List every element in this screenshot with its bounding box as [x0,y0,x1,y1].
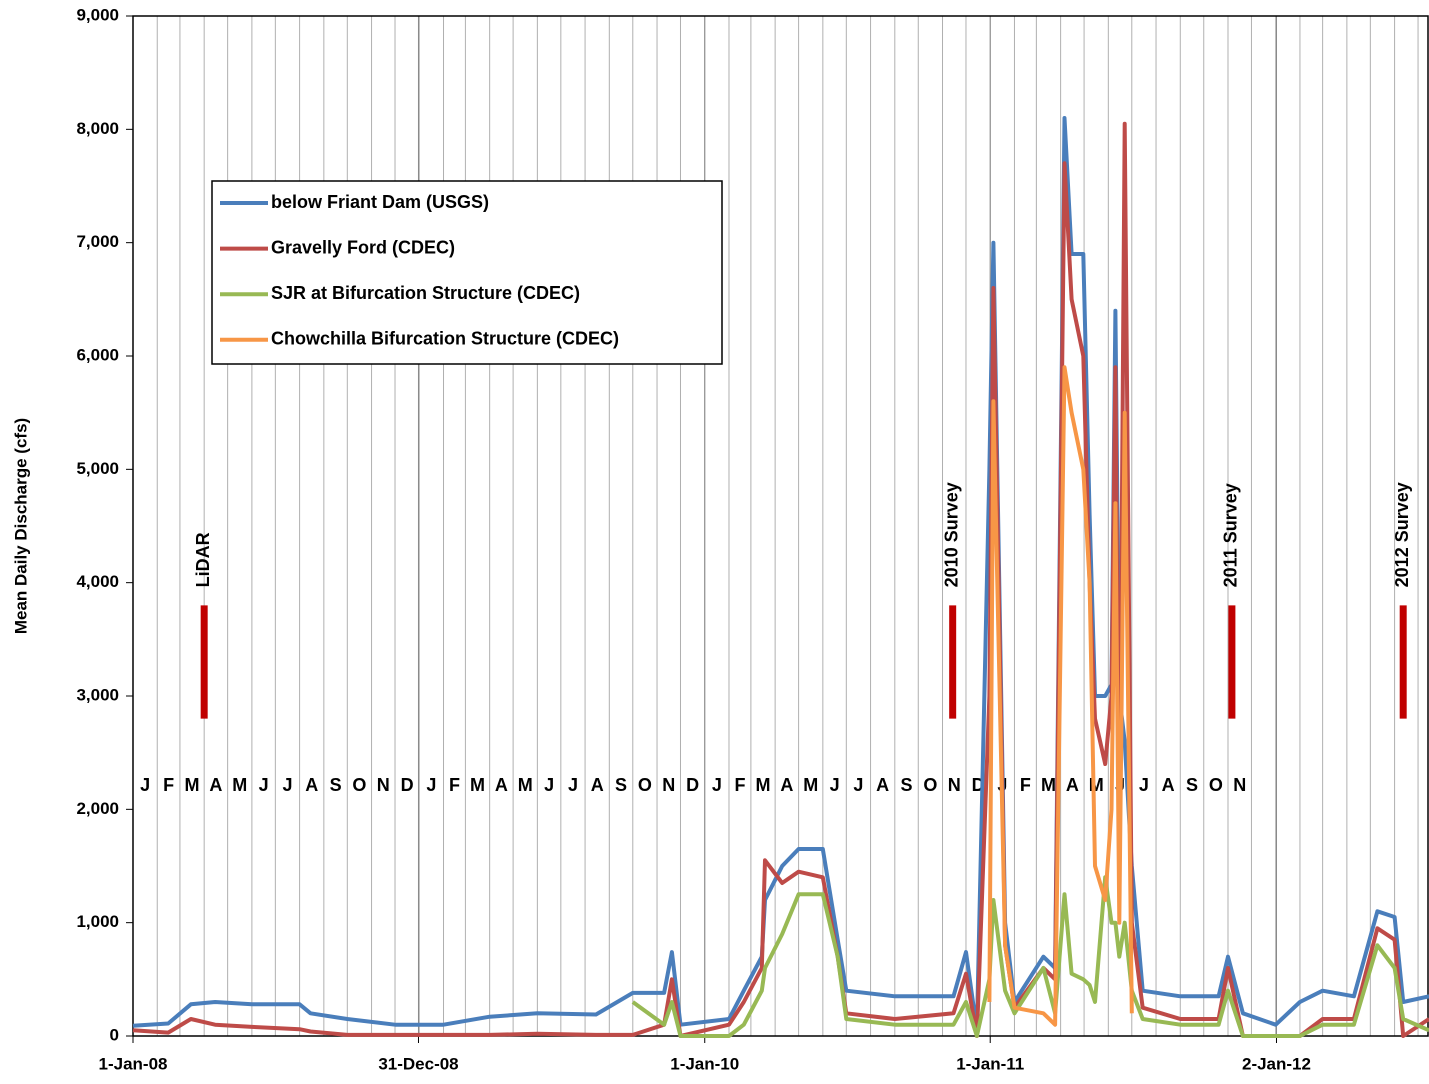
month-label: N [1233,775,1246,795]
month-label: J [1139,775,1149,795]
month-label: J [140,775,150,795]
month-label: A [305,775,318,795]
month-label: S [330,775,342,795]
series-line [132,121,1429,1038]
y-tick-label: 6,000 [76,345,119,364]
legend: below Friant Dam (USGS) Gravelly Ford (CD… [211,180,723,365]
month-label: F [734,775,745,795]
month-label: J [568,775,578,795]
y-tick-label: 5,000 [76,459,119,478]
legend-label: Chowchilla Bifurcation Structure (CDEC) [271,329,619,349]
month-label: M [518,775,533,795]
month-label: N [662,775,675,795]
legend-label: Gravelly Ford (CDEC) [271,237,455,257]
y-axis-label: Mean Daily Discharge (cfs) [11,418,30,634]
y-tick-label: 8,000 [76,119,119,138]
series-line [631,875,1429,1038]
y-tick-label: 1,000 [76,912,119,931]
month-label: A [591,775,604,795]
month-label: D [401,775,414,795]
y-tick-label: 3,000 [76,685,119,704]
x-tick-label: 1-Jan-10 [670,1054,739,1073]
month-label: M [1089,775,1104,795]
month-label: J [259,775,269,795]
month-label: J [282,775,292,795]
y-tick-label: 4,000 [76,572,119,591]
month-label: M [470,775,485,795]
month-label: O [352,775,366,795]
month-label: F [1020,775,1031,795]
event-label: 2012 Survey [1392,482,1412,587]
month-label: J [544,775,554,795]
y-tick-label: 7,000 [76,232,119,251]
month-label: M [185,775,200,795]
month-label: N [377,775,390,795]
x-tick-label: 2-Jan-12 [1242,1054,1311,1073]
month-label: M [232,775,247,795]
plot-frame [132,15,1429,1037]
legend-label: below Friant Dam (USGS) [271,192,489,212]
event-label: 2011 Survey [1221,483,1241,587]
month-label: F [449,775,460,795]
month-label: O [638,775,652,795]
month-label: A [495,775,508,795]
month-label: O [923,775,937,795]
month-label: N [948,775,961,795]
month-label: A [209,775,222,795]
month-label: J [830,775,840,795]
event-label: 2010 Survey [941,482,961,587]
x-tick-label: 1-Jan-11 [956,1054,1024,1073]
month-label: A [876,775,889,795]
legend-box [211,180,723,365]
x-tick-label: 31-Dec-08 [378,1054,458,1073]
month-label: J [712,775,722,795]
x-tick-label: 1-Jan-08 [99,1054,168,1073]
month-label: M [1041,775,1056,795]
month-label: M [756,775,771,795]
series-line [987,365,1134,1027]
y-tick-label: 2,000 [76,799,119,818]
series-line [132,116,1429,1033]
month-label: S [1186,775,1198,795]
y-tick-label: 9,000 [76,5,119,24]
month-label: D [686,775,699,795]
legend-label: SJR at Bifurcation Structure (CDEC) [271,283,580,303]
month-label: A [1066,775,1079,795]
event-label: LiDAR [193,532,213,587]
month-label: O [1209,775,1223,795]
month-label: S [615,775,627,795]
month-label: M [803,775,818,795]
month-label: F [163,775,174,795]
month-label: J [426,775,436,795]
month-label: S [901,775,913,795]
month-label: J [853,775,863,795]
y-tick-label: 0 [110,1025,119,1044]
month-label: A [780,775,793,795]
month-label: A [1162,775,1175,795]
